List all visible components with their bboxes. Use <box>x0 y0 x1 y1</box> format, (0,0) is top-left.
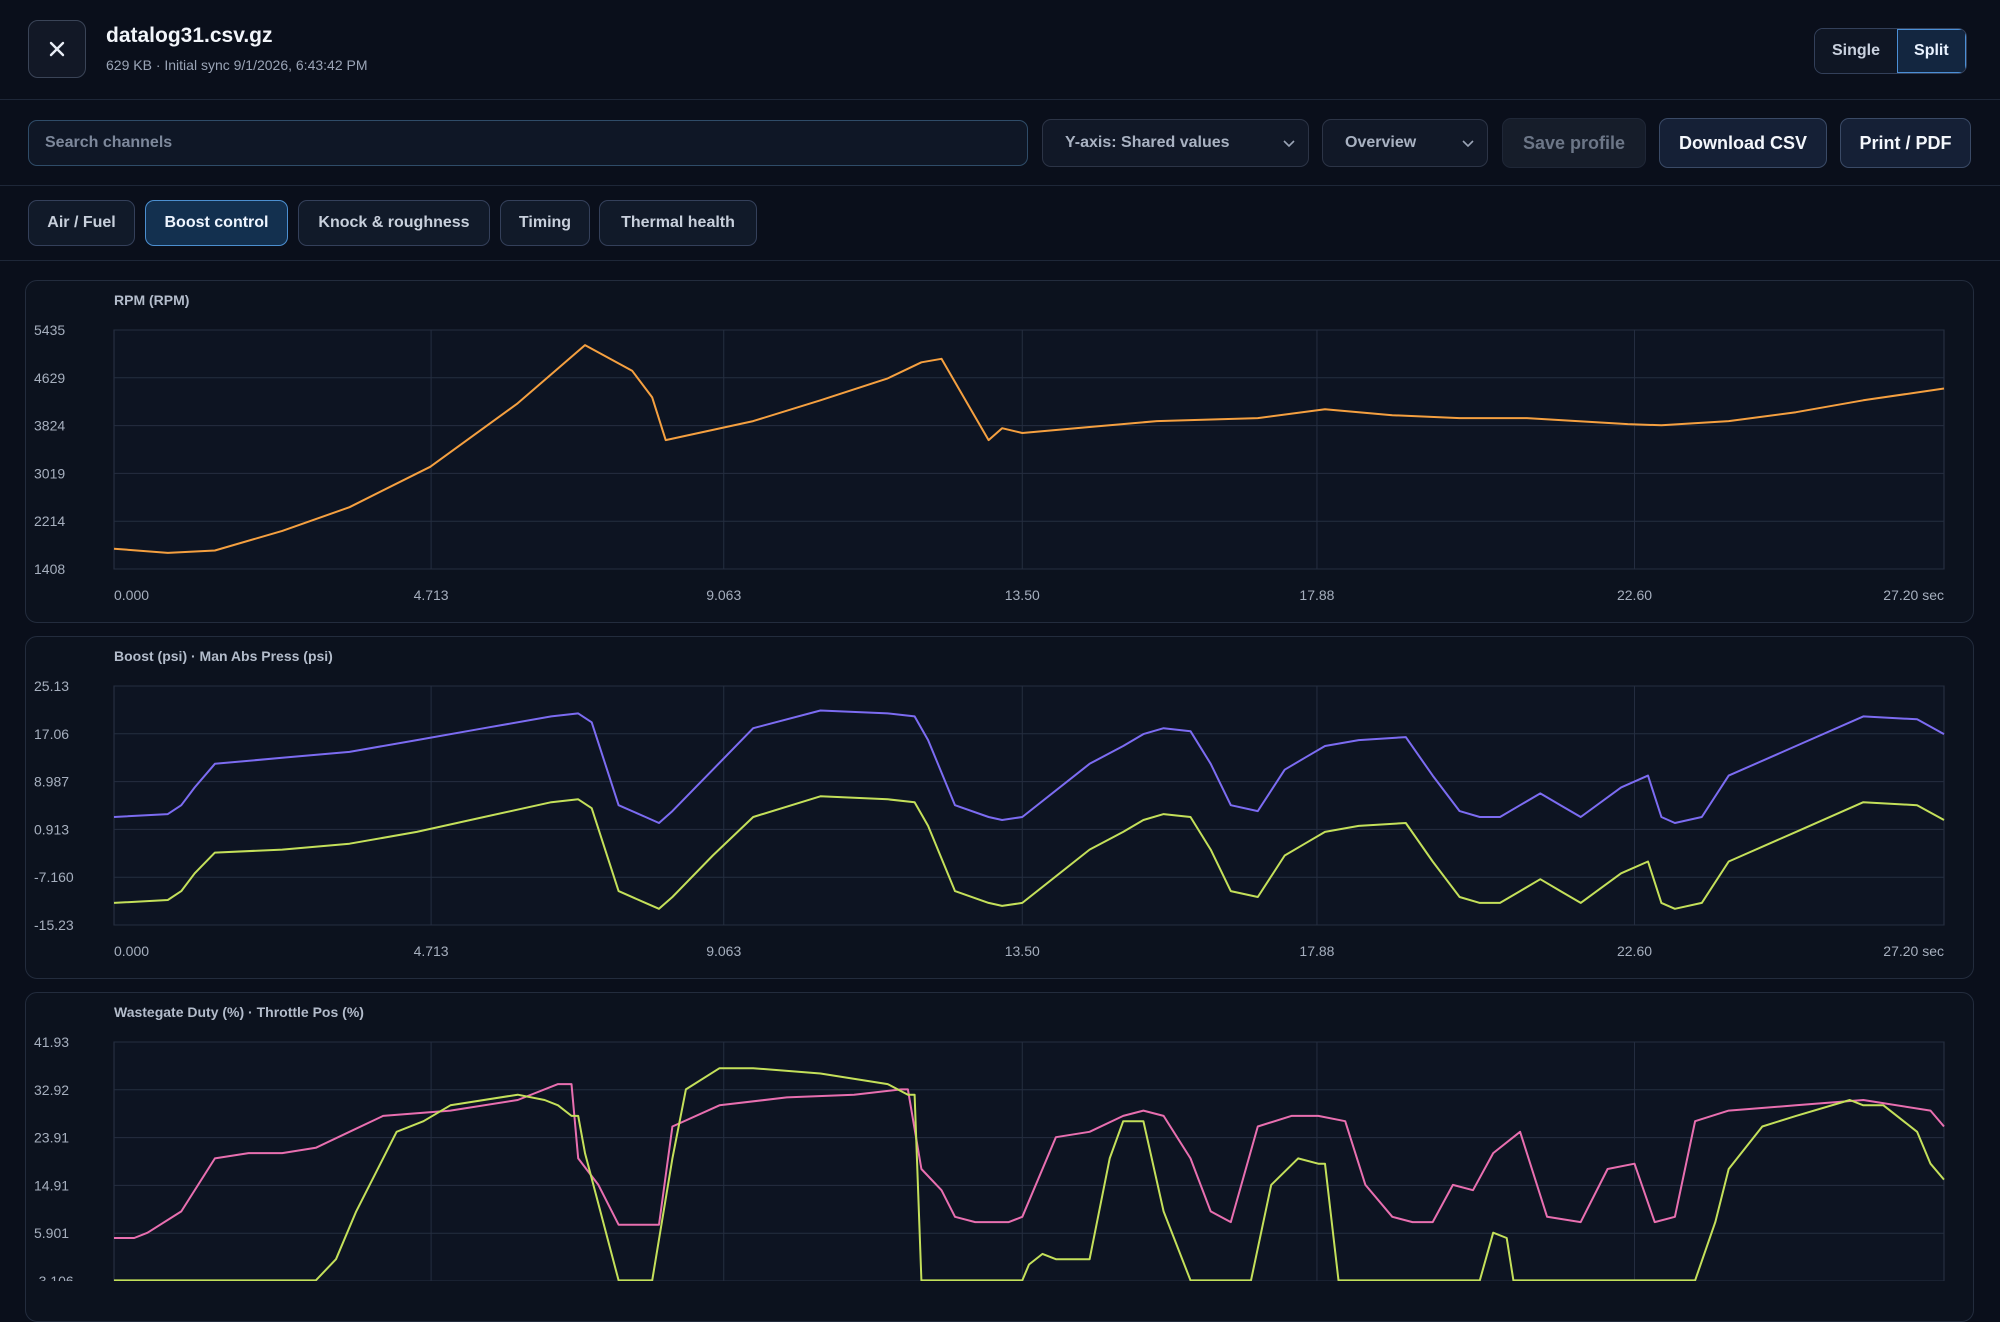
x-tick-label: 13.50 <box>1005 943 1040 959</box>
y-tick-label: 17.06 <box>34 726 69 742</box>
file-name: datalog31.csv.gz <box>106 24 273 47</box>
print-pdf-button[interactable]: Print / PDF <box>1840 118 1971 168</box>
x-tick-label: 0.000 <box>114 587 149 603</box>
y-tick-label: 4629 <box>34 370 65 386</box>
tab-air-fuel[interactable]: Air / Fuel <box>28 200 135 246</box>
tab-bar <box>0 186 2000 261</box>
file-meta: 629 KB · Initial sync 9/1/2026, 6:43:42 … <box>106 57 368 73</box>
search-input[interactable] <box>28 120 1028 166</box>
boost-chart: 25.13 17.06 8.987 0.913 -7.160 -15.23 0.000 4.7… <box>34 678 1945 959</box>
x-tick-label: 13.50 <box>1005 587 1040 603</box>
y-tick-label: 14.91 <box>34 1177 69 1193</box>
series-line-throttle-pos <box>114 1067 1945 1281</box>
series-line-rpm <box>113 344 1945 554</box>
x-tick-label: 9.063 <box>706 943 741 959</box>
x-tick-label: 0.000 <box>114 943 149 959</box>
y-tick-label: 25.13 <box>34 678 69 694</box>
x-tick-label: 22.60 <box>1617 587 1652 603</box>
y-tick-label: 3824 <box>34 418 65 434</box>
y-tick-label: 41.93 <box>34 1034 69 1050</box>
y-tick-label: 32.92 <box>34 1082 69 1098</box>
chevron-down-icon <box>1462 140 1474 148</box>
view-select-value: Overview <box>1345 134 1417 151</box>
save-profile-button[interactable]: Save profile <box>1502 118 1646 168</box>
chart-title-rpm: RPM (RPM) <box>114 292 190 308</box>
top-bar <box>0 0 2000 100</box>
y-tick-label: 1408 <box>34 561 65 577</box>
y-tick-label: 23.91 <box>34 1130 69 1146</box>
chart-title-wastegate: Wastegate Duty (%) · Throttle Pos (%) <box>114 1004 364 1020</box>
x-tick-label: 17.88 <box>1299 943 1334 959</box>
series-line-wastegate-duty <box>114 1083 1945 1239</box>
y-tick-label: -7.160 <box>34 869 74 885</box>
close-icon <box>49 41 65 57</box>
x-tick-label: 4.713 <box>414 587 449 603</box>
y-tick-label: 0.913 <box>34 821 69 837</box>
split-view-button[interactable]: Split <box>1897 29 1966 73</box>
y-tick-label: 5435 <box>34 322 65 338</box>
wastegate-chart: 41.9332.9223.9114.915.901-3.1060.0004.71… <box>34 1034 1945 1281</box>
toolbar <box>0 100 2000 186</box>
y-axis-select-value: Y-axis: Shared values <box>1065 134 1230 151</box>
y-tick-label: 2214 <box>34 513 65 529</box>
y-tick-label: -15.23 <box>34 917 74 933</box>
x-tick-label: 27.20 sec <box>1883 943 1944 959</box>
tab-knock-roughness[interactable]: Knock & roughness <box>298 200 490 246</box>
y-tick-label: 3019 <box>34 465 65 481</box>
x-tick-label: 4.713 <box>414 943 449 959</box>
x-tick-label: 17.88 <box>1299 587 1334 603</box>
series-line-man-abs-press-psi <box>113 795 1945 910</box>
y-tick-label: 5.901 <box>34 1225 69 1241</box>
y-axis-select[interactable]: Y-axis: Shared values <box>1042 119 1309 167</box>
view-toggle: Single Split <box>1814 28 1967 74</box>
single-view-button[interactable]: Single <box>1815 29 1898 73</box>
plot-area <box>113 1041 1945 1281</box>
download-csv-button[interactable]: Download CSV <box>1659 118 1827 168</box>
plot-area <box>113 685 1945 926</box>
tab-timing[interactable]: Timing <box>500 200 590 246</box>
y-tick-label: -3.106 <box>34 1273 74 1281</box>
x-tick-label: 27.20 sec <box>1883 587 1944 603</box>
y-tick-label: 8.987 <box>34 774 69 790</box>
tab-thermal-health[interactable]: Thermal health <box>599 200 757 246</box>
chevron-down-icon <box>1283 140 1295 148</box>
x-tick-label: 9.063 <box>706 587 741 603</box>
rpm-chart: 5435 4629 3824 3019 2214 1408 0.000 4.713 9.063 1… <box>34 322 1945 603</box>
series-line-boost-psi <box>113 709 1945 824</box>
chart-title-boost: Boost (psi) · Man Abs Press (psi) <box>114 648 333 664</box>
plot-area <box>113 329 1945 570</box>
x-tick-label: 22.60 <box>1617 943 1652 959</box>
tab-boost-control[interactable]: Boost control <box>145 200 288 246</box>
view-select[interactable]: Overview <box>1322 119 1488 167</box>
close-button[interactable] <box>28 20 86 78</box>
